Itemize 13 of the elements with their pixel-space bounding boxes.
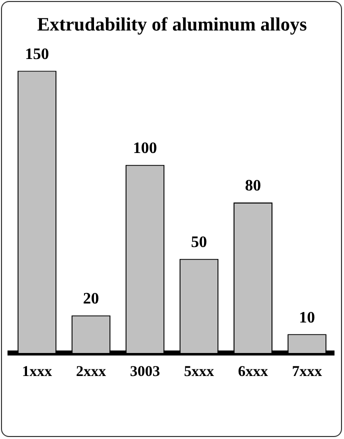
chart-title: Extrudability of aluminum alloys	[37, 14, 307, 36]
x-tick-label: 1xxx	[22, 364, 52, 380]
data-label: 50	[191, 234, 207, 252]
data-label: 10	[299, 309, 315, 326]
data-label: 20	[83, 290, 99, 308]
data-label: 100	[133, 140, 157, 158]
x-tick-label: 2xxx	[76, 364, 106, 380]
data-label: 150	[25, 46, 49, 63]
x-tick-label: 3003	[130, 364, 160, 380]
data-label: 80	[245, 178, 261, 195]
x-tick-label: 5xxx	[184, 364, 214, 380]
x-tick-label: 7xxx	[292, 364, 322, 380]
x-tick-label: 6xxx	[238, 364, 268, 380]
